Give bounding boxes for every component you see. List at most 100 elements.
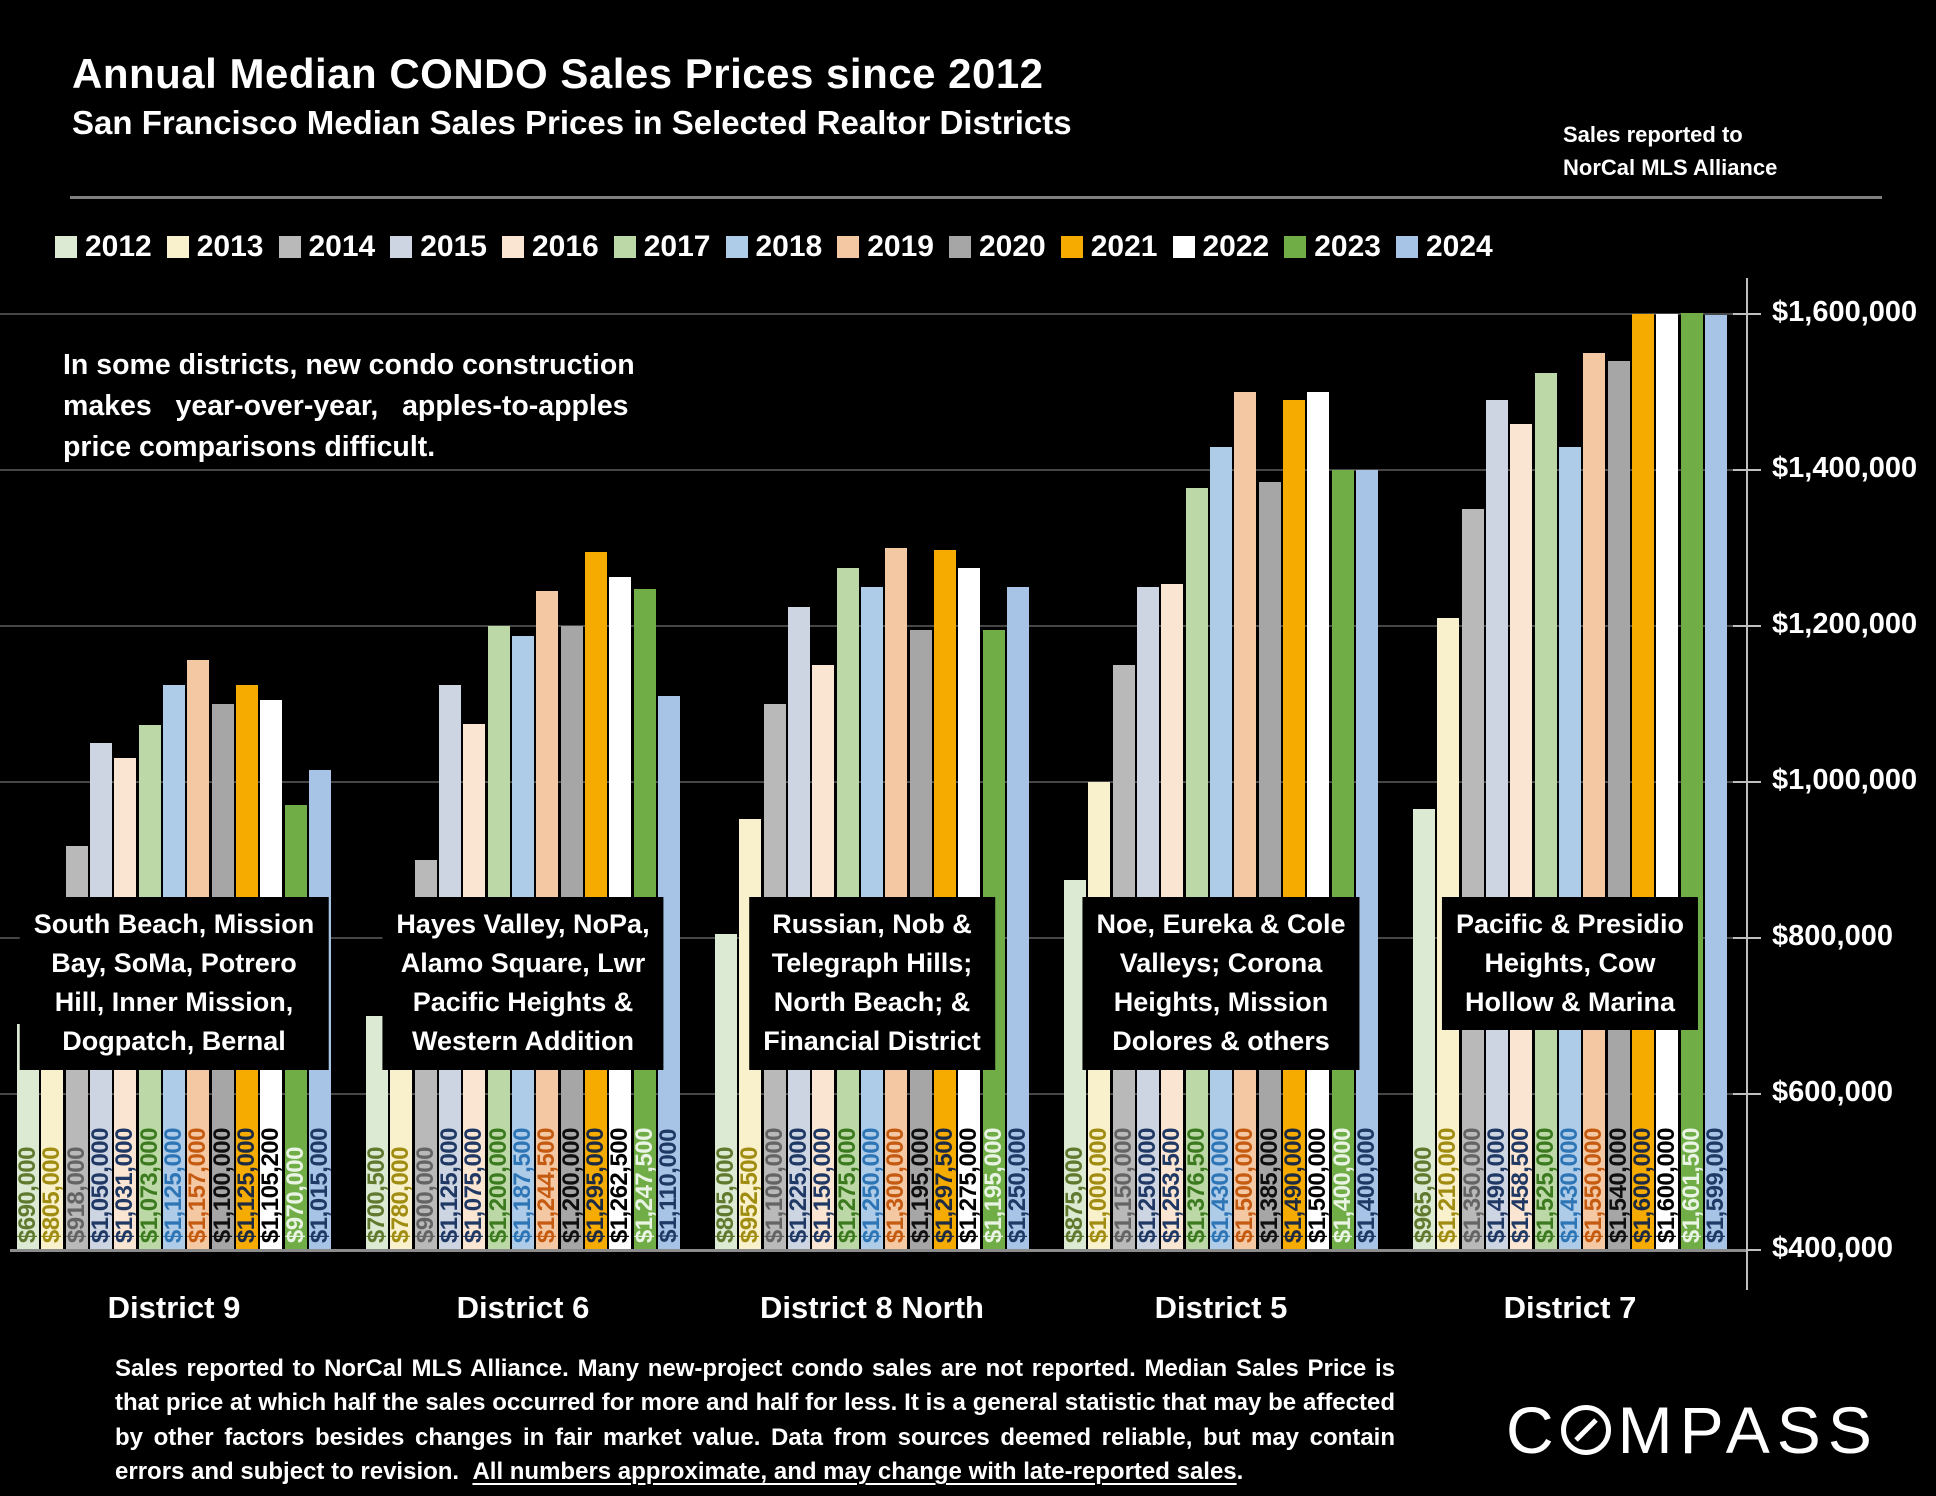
page-subtitle: San Francisco Median Sales Prices in Sel… <box>72 104 1072 141</box>
bar-value-label: $1,015,000 <box>305 1127 333 1243</box>
district-description-box: Hayes Valley, NoPa, Alamo Square, Lwr Pa… <box>382 897 664 1070</box>
bar-value-label: $1,110,000 <box>654 1129 682 1243</box>
chart-annotation: In some districts, new condo constructio… <box>63 349 635 464</box>
district-description-box: Noe, Eureka & Cole Valleys; Corona Heigh… <box>1082 897 1360 1070</box>
legend-year-label: 2023 <box>1314 230 1381 263</box>
bar-2024: $1,599,000 <box>1702 314 1729 1250</box>
bar-2024: $1,400,000 <box>1352 470 1380 1250</box>
legend-year-label: 2020 <box>979 230 1046 263</box>
legend-item-2023: 2023 <box>1284 230 1381 264</box>
y-axis-tick-label: $1,000,000 <box>1772 764 1918 796</box>
footnote-period: . <box>1236 1457 1244 1485</box>
legend-swatch-icon <box>1284 236 1307 258</box>
legend-swatch-icon <box>613 236 636 258</box>
page-title: Annual Median CONDO Sales Prices since 2… <box>72 50 1044 97</box>
bar-value-label: $1,400,000 <box>1352 1127 1380 1243</box>
bar-2012: $690,000 <box>14 1023 41 1250</box>
gridline <box>0 313 1741 315</box>
bar-2024: $1,110,000 <box>654 696 682 1250</box>
legend-item-2012: 2012 <box>55 230 152 264</box>
legend-item-2016: 2016 <box>502 230 599 264</box>
legend-swatch-icon <box>390 236 413 258</box>
legend-year-label: 2022 <box>1202 230 1270 263</box>
legend-year-label: 2018 <box>755 230 823 263</box>
bar-2012: $875,000 <box>1061 879 1088 1250</box>
header-source-note: Sales reported to NorCal MLS Alliance <box>1563 122 1778 180</box>
header-divider <box>70 196 1882 199</box>
y-axis-tick-label: $1,200,000 <box>1772 608 1918 640</box>
bar-2022: $1,500,000 <box>1304 392 1331 1250</box>
y-axis-line <box>1746 278 1748 1290</box>
bar-2021: $1,490,000 <box>1280 399 1307 1250</box>
bar-2012: $700,500 <box>363 1015 390 1250</box>
bar-2017: $1,376,500 <box>1183 488 1210 1250</box>
legend-year-label: 2024 <box>1426 230 1493 263</box>
legend-year-label: 2021 <box>1090 230 1158 263</box>
bar-value-label: $1,250,000 <box>1003 1127 1031 1243</box>
bar-2023: $1,400,000 <box>1329 470 1356 1250</box>
legend-item-2018: 2018 <box>725 230 823 264</box>
y-axis-tick-label: $600,000 <box>1772 1076 1893 1108</box>
legend-item-2014: 2014 <box>278 230 376 264</box>
legend-swatch-icon <box>166 236 189 258</box>
y-axis-tick-label: $1,400,000 <box>1772 452 1918 484</box>
bar-2022: $1,600,000 <box>1653 314 1680 1250</box>
bar-2018: $1,430,000 <box>1556 446 1583 1250</box>
district-description-box: Russian, Nob & Telegraph Hills; North Be… <box>749 897 995 1070</box>
bar-group-district-5: $875,000 $1,000,000 $1,150,000 $1,250,000 $1… <box>1061 392 1380 1250</box>
legend-swatch-icon <box>837 236 860 258</box>
y-axis-tick-label: $1,600,000 <box>1772 296 1918 328</box>
bar-2023: $1,601,500 <box>1678 312 1705 1250</box>
footnote-underlined-text: All numbers approximate, and may change … <box>472 1457 1237 1485</box>
legend-year-label: 2015 <box>420 230 487 263</box>
footnote: Sales reported to NorCal MLS Alliance. M… <box>115 1352 1395 1489</box>
legend-item-2017: 2017 <box>613 230 711 264</box>
legend-swatch-icon <box>1060 236 1083 258</box>
legend-item-2015: 2015 <box>390 230 487 264</box>
x-axis-district-label: District 6 <box>456 1290 590 1325</box>
y-axis-tick-label: $800,000 <box>1772 920 1893 952</box>
legend-swatch-icon <box>725 236 748 258</box>
bar-2014: $1,350,000 <box>1459 509 1486 1250</box>
compass-logo-letter-c: C <box>1506 1393 1561 1467</box>
bar-2019: $1,550,000 <box>1580 353 1607 1250</box>
district-description-box: Pacific & Presidio Heights, Cow Hollow &… <box>1441 897 1699 1031</box>
compass-logo-letters-rest: MPASS <box>1617 1393 1879 1467</box>
legend-year-label: 2013 <box>196 230 264 263</box>
bar-2019: $1,500,000 <box>1231 392 1258 1250</box>
x-axis-baseline <box>10 1249 1747 1252</box>
bar-2015: $1,490,000 <box>1483 399 1510 1250</box>
bar-2024: $1,250,000 <box>1003 587 1031 1250</box>
footnote-text: Sales reported to NorCal MLS Alliance. M… <box>115 1355 1395 1485</box>
legend-swatch-icon <box>278 236 301 258</box>
compass-logo: C MPASS <box>1506 1392 1879 1468</box>
bar-2018: $1,430,000 <box>1207 446 1234 1250</box>
bar-2012: $805,000 <box>712 934 739 1250</box>
x-axis-district-label: District 7 <box>1503 1290 1637 1325</box>
legend-year-label: 2016 <box>532 230 599 263</box>
legend-swatch-icon <box>1396 236 1418 258</box>
legend-year-label: 2012 <box>85 230 152 263</box>
legend-item-2020: 2020 <box>949 230 1046 264</box>
legend-item-2019: 2019 <box>837 230 934 264</box>
y-axis-tick-label: $400,000 <box>1772 1232 1893 1264</box>
bar-2021: $1,600,000 <box>1629 314 1656 1250</box>
compass-needle-icon <box>1560 1405 1611 1455</box>
gridline <box>0 469 1741 471</box>
chart-legend: 2012 2013 2014 2015 2016 2017 2018 2019 2020 2021… <box>55 230 1493 264</box>
bar-2012: $965,000 <box>1410 809 1437 1250</box>
legend-year-label: 2017 <box>643 230 711 263</box>
legend-swatch-icon <box>502 236 524 258</box>
bar-2020: $1,540,000 <box>1605 360 1632 1250</box>
legend-year-label: 2014 <box>308 230 376 263</box>
legend-item-2013: 2013 <box>166 230 264 264</box>
legend-item-2024: 2024 <box>1396 230 1493 264</box>
legend-swatch-icon <box>55 236 77 258</box>
bar-2016: $1,458,500 <box>1507 424 1534 1250</box>
x-axis-district-label: District 5 <box>1154 1290 1288 1325</box>
bar-2020: $1,385,000 <box>1256 481 1283 1250</box>
x-axis-district-label: District 9 <box>107 1290 241 1325</box>
bar-group-district-7: $965,000 $1,210,000 $1,350,000 $1,490,000 $1… <box>1410 312 1729 1250</box>
x-axis-district-label: District 8 North <box>760 1290 984 1325</box>
